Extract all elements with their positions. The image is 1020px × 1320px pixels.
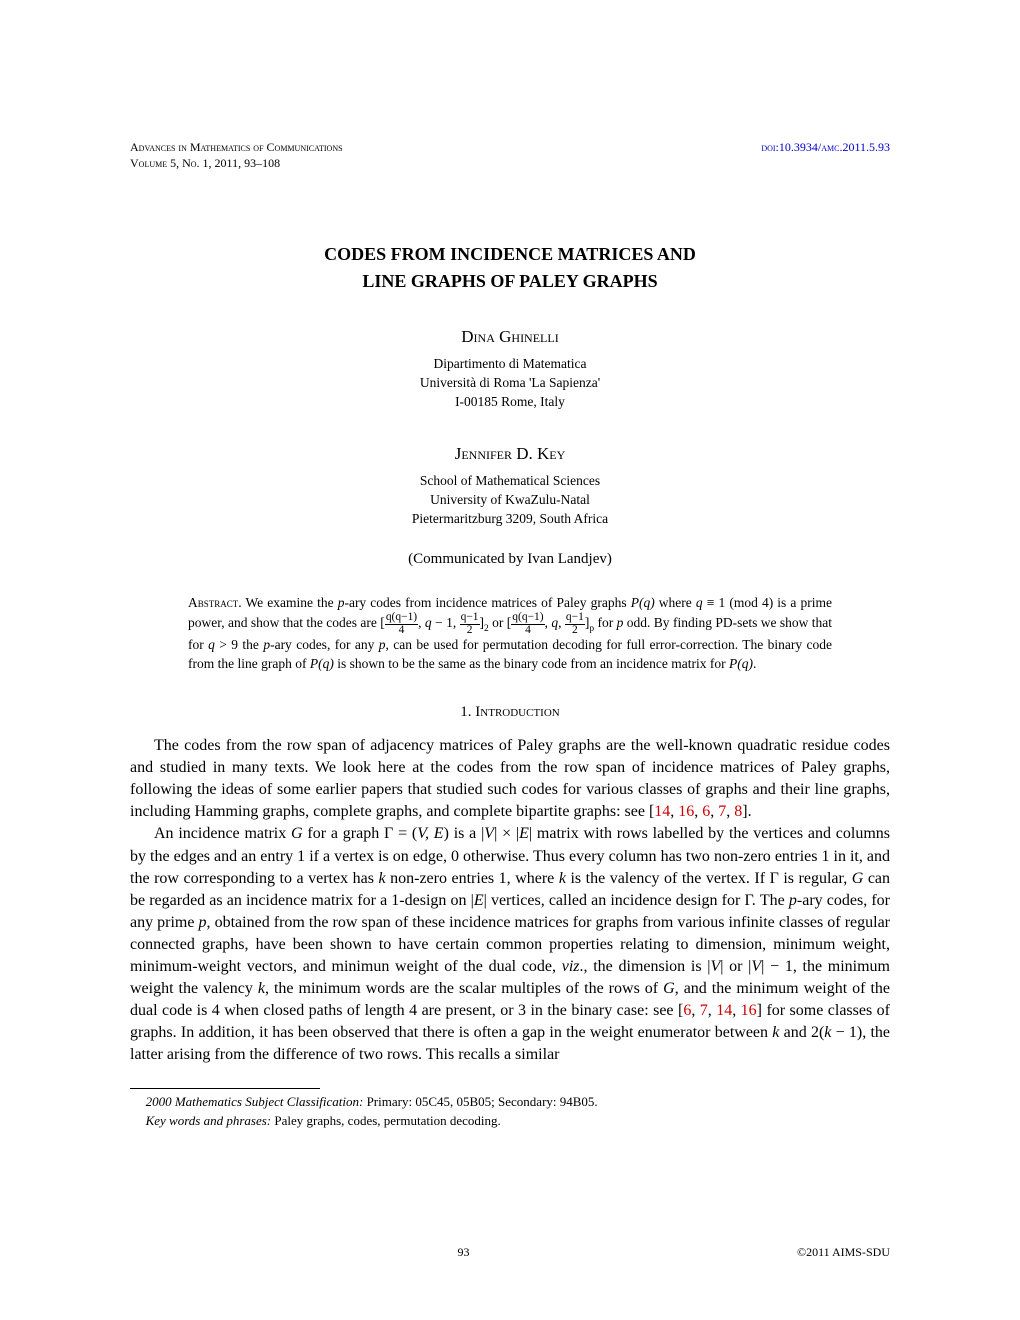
body-text: non-zero entries 1, where: [386, 870, 559, 887]
body-text: | vertices, called an incidence design f…: [484, 892, 789, 909]
fraction: q(q−1)4: [385, 612, 418, 636]
abstract-text: -ary codes, for any: [270, 637, 379, 652]
footnote-text: Paley graphs, codes, permutation decodin…: [271, 1113, 501, 1128]
body-text: for a graph Γ = (: [303, 825, 418, 842]
abstract-text: where: [655, 595, 696, 610]
author-2-name: Jennifer D. Key: [130, 444, 890, 464]
var-G: G: [291, 825, 303, 842]
affil-line: Pietermaritzburg 3209, South Africa: [130, 510, 890, 529]
var-Pq: P(q): [631, 595, 655, 610]
fraction: q−12: [565, 612, 585, 636]
doi-block: doi:10.3934/amc.2011.5.93: [761, 140, 890, 171]
var-E: E: [519, 825, 529, 842]
author-1-name: Dina Ghinelli: [130, 327, 890, 347]
abstract-text: > 9 the: [215, 637, 263, 652]
body-text: ,: [732, 1002, 740, 1019]
journal-title: Advances in Mathematics of Communication…: [130, 140, 343, 156]
var-k: k: [559, 870, 566, 887]
var-G: G: [852, 870, 864, 887]
abstract-text: is shown to be the same as the binary co…: [334, 656, 729, 671]
author-1-affiliation: Dipartimento di Matematica Università di…: [130, 355, 890, 412]
footnote-label: 2000 Mathematics Subject Classification:: [146, 1094, 364, 1109]
page-footer: 93 ©2011 AIMS-SDU: [130, 1245, 890, 1260]
body-text: , the minimum words are the scalar multi…: [265, 980, 663, 997]
abstract-text: -ary codes from incidence matrices of Pa…: [344, 595, 630, 610]
var-q: q: [425, 615, 432, 630]
body-text: ].: [742, 803, 751, 820]
var-p: p: [789, 892, 797, 909]
body-text: ., the dimension is |: [580, 958, 711, 975]
body-text: is the valency of the vertex. If Γ is re…: [566, 870, 852, 887]
doi-link[interactable]: doi:10.3934/amc.2011.5.93: [761, 140, 890, 154]
affil-line: University of KwaZulu-Natal: [130, 491, 890, 510]
affil-line: I-00185 Rome, Italy: [130, 393, 890, 412]
citation[interactable]: 14: [716, 1002, 732, 1019]
abstract-text: ,: [558, 615, 565, 630]
var-G: G: [663, 980, 675, 997]
body-text: The codes from the row span of adjacency…: [130, 737, 890, 820]
fraction: q−12: [460, 612, 480, 636]
var-p: p: [199, 914, 207, 931]
author-2-affiliation: School of Mathematical Sciences Universi…: [130, 472, 890, 529]
abstract-text: .: [753, 656, 756, 671]
affil-line: School of Mathematical Sciences: [130, 472, 890, 491]
var-E: E: [474, 892, 484, 909]
var-q: q: [208, 637, 215, 652]
affil-line: Università di Roma 'La Sapienza': [130, 374, 890, 393]
title-line-2: LINE GRAPHS OF PALEY GRAPHS: [130, 268, 890, 295]
paper-title: CODES FROM INCIDENCE MATRICES AND LINE G…: [130, 241, 890, 295]
var-k: k: [378, 870, 385, 887]
var-k: k: [258, 980, 265, 997]
denominator: 4: [385, 625, 418, 636]
copyright: ©2011 AIMS-SDU: [797, 1245, 890, 1260]
body-text: ,: [691, 1002, 699, 1019]
paragraph-2: An incidence matrix G for a graph Γ = (V…: [130, 823, 890, 1066]
var-Pq: P(q): [310, 656, 334, 671]
journal-header: Advances in Mathematics of Communication…: [130, 140, 890, 171]
denominator: 4: [511, 625, 544, 636]
abstract: Abstract. We examine the p-ary codes fro…: [188, 594, 832, 675]
abstract-text: ,: [418, 615, 425, 630]
footnote-keywords: Key words and phrases: Paley graphs, cod…: [130, 1112, 890, 1130]
footnote-text: Primary: 05C45, 05B05; Secondary: 94B05.: [363, 1094, 597, 1109]
page: Advances in Mathematics of Communication…: [0, 0, 1020, 1320]
abstract-text: or [: [489, 615, 512, 630]
body-text: The codes from the row span of adjacency…: [130, 735, 890, 1066]
fraction: q(q−1)4: [511, 612, 544, 636]
var-V: V: [710, 958, 720, 975]
citation[interactable]: 7: [700, 1002, 708, 1019]
var-q: q: [696, 595, 703, 610]
var-V: V: [751, 958, 761, 975]
affil-line: Dipartimento di Matematica: [130, 355, 890, 374]
var-viz: viz: [562, 958, 580, 975]
body-text: | or |: [720, 958, 751, 975]
communicated-by: (Communicated by Ivan Landjev): [130, 551, 890, 568]
journal-info: Advances in Mathematics of Communication…: [130, 140, 343, 171]
abstract-label: Abstract.: [188, 595, 242, 610]
var-Pq: P(q): [729, 656, 753, 671]
body-text: and 2(: [779, 1024, 824, 1041]
footnote-label: Key words and phrases:: [146, 1113, 272, 1128]
body-text: An incidence matrix: [154, 825, 291, 842]
title-line-1: CODES FROM INCIDENCE MATRICES AND: [130, 241, 890, 268]
journal-volume: Volume 5, No. 1, 2011, 93–108: [130, 156, 343, 172]
paragraph-1: The codes from the row span of adjacency…: [130, 735, 890, 823]
body-text: ) is a |: [444, 825, 485, 842]
citation[interactable]: 16: [741, 1002, 757, 1019]
citation[interactable]: 14: [654, 803, 670, 820]
page-number: 93: [457, 1245, 469, 1260]
denominator: 2: [460, 625, 480, 636]
body-text: ,: [708, 1002, 716, 1019]
footnote-rule: [130, 1088, 320, 1089]
denominator: 2: [565, 625, 585, 636]
var-V: V: [484, 825, 494, 842]
abstract-text: for: [594, 615, 617, 630]
abstract-text: − 1,: [432, 615, 460, 630]
footnote-msc: 2000 Mathematics Subject Classification:…: [130, 1093, 890, 1111]
citation[interactable]: 16: [678, 803, 694, 820]
var-VE: V, E: [417, 825, 443, 842]
body-text: | × |: [494, 825, 519, 842]
section-heading: 1. Introduction: [130, 704, 890, 721]
abstract-text: We examine the: [242, 595, 338, 610]
